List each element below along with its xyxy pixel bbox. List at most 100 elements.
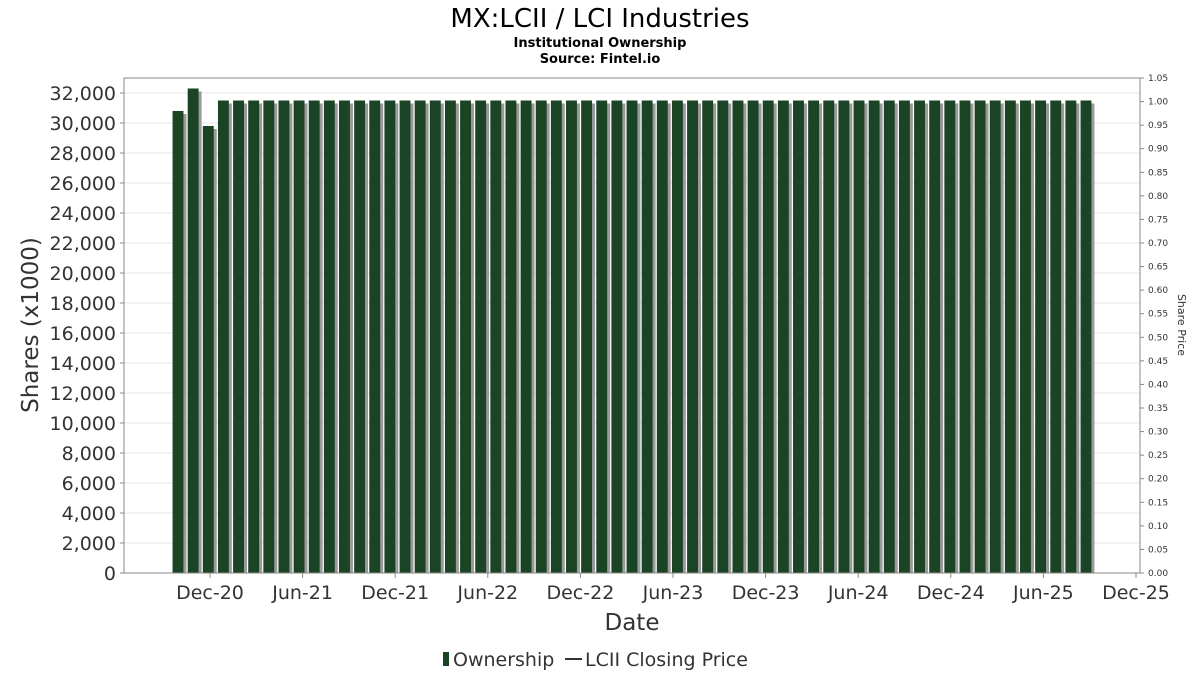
bar	[1020, 100, 1031, 573]
y2-tick-label: 0.90	[1148, 145, 1168, 155]
y2-tick-label: 0.15	[1148, 498, 1168, 508]
bar	[853, 100, 865, 573]
y2-tick-label: 0.25	[1148, 451, 1168, 461]
bar	[1035, 100, 1047, 573]
x-tick-label: Dec-25	[1102, 582, 1170, 604]
bar	[838, 100, 850, 573]
bar	[944, 100, 956, 573]
chart-title: MX:LCII / LCI Industries	[450, 4, 749, 34]
y2-tick-label: 0.75	[1148, 215, 1168, 225]
bar	[505, 100, 517, 573]
y2-tick-label: 0.10	[1148, 522, 1168, 532]
bar	[535, 100, 547, 573]
bar	[898, 100, 910, 573]
y-tick-label: 4,000	[62, 503, 116, 525]
bar	[354, 100, 366, 573]
chart-subtitle: Institutional Ownership	[514, 36, 687, 51]
x-tick-label: Jun-25	[1012, 582, 1074, 604]
y-tick-label: 16,000	[50, 323, 116, 345]
bar	[293, 100, 305, 573]
y-tick-label: 14,000	[50, 353, 116, 375]
bar	[883, 100, 895, 573]
y2-tick-label: 0.05	[1148, 545, 1168, 555]
y2-tick-label: 0.60	[1148, 286, 1168, 296]
y-tick-label: 10,000	[50, 413, 116, 435]
bar	[974, 100, 986, 573]
bar	[747, 100, 759, 573]
bar	[520, 100, 532, 573]
bar	[626, 100, 638, 573]
bar	[323, 100, 335, 573]
bar	[1050, 100, 1062, 573]
bar	[611, 100, 623, 573]
bar	[656, 100, 668, 573]
bar	[444, 100, 456, 573]
legend-ownership-label: Ownership	[453, 649, 554, 671]
x-tick-label: Dec-24	[917, 582, 985, 604]
bar	[596, 100, 608, 573]
bar	[581, 100, 593, 573]
bar	[823, 100, 835, 573]
bar	[762, 100, 774, 573]
y-tick-label: 0	[104, 563, 116, 585]
legend: Ownership LCII Closing Price	[443, 649, 748, 671]
y2-tick-label: 1.00	[1148, 98, 1168, 108]
y-tick-label: 8,000	[62, 443, 116, 465]
y-tick-label: 30,000	[50, 113, 116, 135]
bar	[475, 100, 487, 573]
legend-ownership-swatch	[443, 652, 449, 666]
y2-tick-label: 0.20	[1148, 475, 1168, 485]
y-tick-label: 24,000	[50, 203, 116, 225]
bar	[671, 100, 683, 573]
bar	[217, 100, 229, 573]
x-axis: Dec-20 Jun-21 Dec-21 Jun-22 Dec-22 Jun-23 Dec-…	[176, 573, 1170, 604]
x-tick-label: Jun-22	[456, 582, 518, 604]
y-tick-label: 18,000	[50, 293, 116, 315]
x-tick-label: Dec-22	[546, 582, 614, 604]
bar	[339, 100, 350, 573]
bar	[384, 100, 396, 573]
y2-tick-label: 0.45	[1148, 357, 1168, 367]
bars-group	[172, 88, 1095, 573]
bar	[278, 100, 290, 573]
bar	[490, 100, 502, 573]
chart-source: Source: Fintel.io	[540, 52, 661, 67]
y2-tick-label: 0.85	[1148, 168, 1168, 178]
bar	[641, 100, 653, 573]
bar	[460, 100, 471, 573]
bar	[429, 100, 441, 573]
bar	[702, 100, 714, 573]
bar	[868, 100, 880, 573]
y-tick-label: 28,000	[50, 143, 116, 165]
x-tick-label: Jun-21	[271, 582, 333, 604]
y2-tick-label: 0.50	[1148, 333, 1168, 343]
bar	[202, 126, 214, 573]
x-tick-label: Jun-24	[827, 582, 889, 604]
y2-tick-label: 0.95	[1148, 121, 1168, 131]
bar	[414, 100, 426, 573]
plot-frame	[123, 77, 1141, 574]
legend-price-label: LCII Closing Price	[585, 649, 748, 671]
y2-tick-label: 0.00	[1148, 569, 1168, 579]
bar	[914, 100, 925, 573]
bar	[959, 100, 971, 573]
y2-tick-label: 0.70	[1148, 239, 1168, 249]
x-tick-label: Jun-23	[642, 582, 704, 604]
y2-tick-label: 0.80	[1148, 192, 1168, 202]
bar	[808, 100, 820, 573]
bar	[172, 111, 184, 573]
y-tick-label: 26,000	[50, 173, 116, 195]
bar	[989, 100, 1001, 573]
bar	[929, 100, 941, 573]
y2-tick-label: 0.30	[1148, 428, 1168, 438]
y2-tick-label: 0.65	[1148, 263, 1168, 273]
y-tick-label: 22,000	[50, 233, 116, 255]
x-tick-label: Dec-20	[176, 582, 244, 604]
x-tick-label: Dec-23	[732, 582, 800, 604]
y-tick-label: 12,000	[50, 383, 116, 405]
bar	[793, 100, 804, 573]
bar	[233, 100, 244, 573]
y2-tick-label: 0.55	[1148, 310, 1168, 320]
bar	[1065, 100, 1077, 573]
